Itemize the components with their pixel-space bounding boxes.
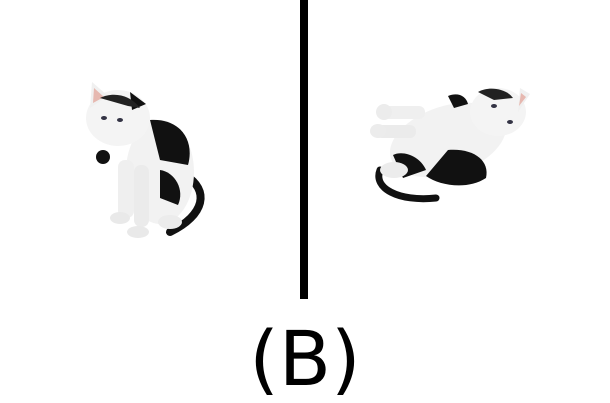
left-panel <box>0 0 300 300</box>
right-panel <box>308 0 608 300</box>
cat-rotated-icon <box>370 88 530 203</box>
figure-label: (B) <box>249 314 361 403</box>
cat-sitting-icon <box>86 82 205 238</box>
panel-divider <box>300 0 308 299</box>
